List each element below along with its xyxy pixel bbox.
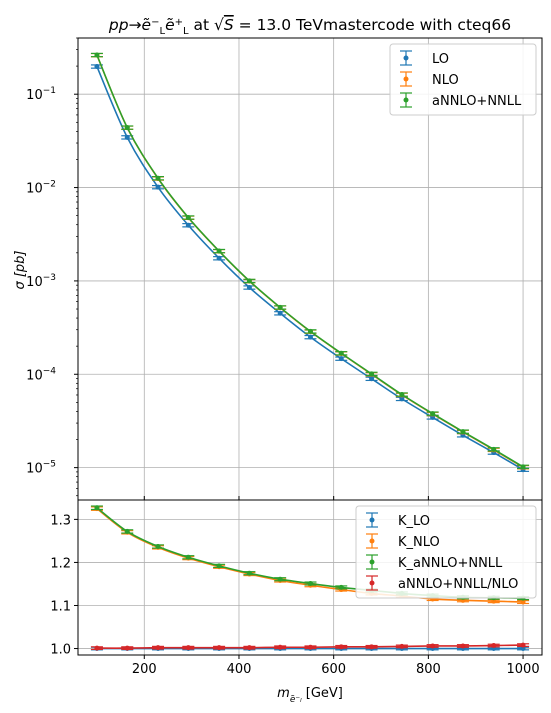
data-point <box>125 125 130 130</box>
x-tick-label: 800 <box>416 662 441 677</box>
data-point <box>125 646 130 651</box>
series-line <box>97 55 523 467</box>
x-tick-label: 1000 <box>507 662 540 677</box>
series-line <box>97 55 523 467</box>
series-LO <box>91 64 529 472</box>
legend-marker <box>404 56 409 61</box>
x-tick-label: 200 <box>132 662 157 677</box>
data-point <box>399 644 404 649</box>
data-point <box>94 53 99 58</box>
data-point <box>278 311 283 316</box>
cross-section-panel: 10−5 10−4 10−3 10−2 10−1 σ [pb] LO NLO aNNLO+N… <box>13 38 542 500</box>
data-point <box>94 505 99 510</box>
legend-marker <box>370 581 375 586</box>
data-point <box>308 645 313 650</box>
data-point <box>186 555 191 560</box>
data-point <box>308 335 313 340</box>
data-point <box>460 643 465 648</box>
data-point <box>491 447 496 452</box>
data-point <box>278 645 283 650</box>
data-point <box>186 645 191 650</box>
x-tick-label: 600 <box>321 662 346 677</box>
legend-label: NLO <box>432 73 459 88</box>
data-point <box>521 643 526 648</box>
data-point <box>278 305 283 310</box>
y-tick-label: 10−5 <box>26 460 56 477</box>
data-point <box>521 464 526 469</box>
legend-label: aNNLO+NNLL/NLO <box>398 577 518 592</box>
data-point <box>247 571 252 576</box>
bottom-legend: K_LO K_NLO K_aNNLO+NNLL aNNLO+NNLL/NLO <box>356 506 536 598</box>
top-legend: LO NLO aNNLO+NNLL <box>390 44 536 115</box>
top-yticks: 10−5 10−4 10−3 10−2 10−1 <box>26 38 78 496</box>
data-point <box>308 329 313 334</box>
data-point <box>430 643 435 648</box>
data-point <box>156 544 161 549</box>
legend-label: K_aNNLO+NNLL <box>398 556 503 571</box>
data-point <box>369 376 374 381</box>
data-point <box>156 176 161 181</box>
ratio-y-tick-label: 1.3 <box>50 513 71 528</box>
ratio-y-tick-label: 1.1 <box>50 599 71 614</box>
data-point <box>339 644 344 649</box>
data-point <box>217 256 222 261</box>
data-point <box>430 411 435 416</box>
k-factor-panel: 1.0 1.1 1.2 1.3 200 400 600 800 1000 mẽ⁻ₗ [GeV]… <box>50 496 542 705</box>
legend-marker <box>370 518 375 523</box>
legend-marker <box>404 98 409 103</box>
data-point <box>217 249 222 254</box>
legend-label: K_LO <box>398 514 430 529</box>
legend-marker <box>370 539 375 544</box>
legend-label: K_NLO <box>398 535 440 550</box>
data-point <box>156 645 161 650</box>
data-point <box>460 429 465 434</box>
y-tick-label: 10−3 <box>26 273 56 290</box>
data-point <box>278 577 283 582</box>
data-point <box>217 563 222 568</box>
data-point <box>186 223 191 228</box>
data-point <box>491 643 496 648</box>
data-point <box>369 644 374 649</box>
legend-label: LO <box>432 52 449 67</box>
y-tick-label: 10−2 <box>26 180 56 197</box>
data-point <box>156 185 161 190</box>
data-point <box>247 278 252 283</box>
legend-label: aNNLO+NNLL <box>432 94 522 109</box>
series-line <box>97 67 523 470</box>
data-point <box>125 135 130 140</box>
data-point <box>399 392 404 397</box>
x-axis-label: mẽ⁻ₗ [GeV] <box>277 686 343 705</box>
ratio-y-tick-label: 1.2 <box>50 556 71 571</box>
data-point <box>125 529 130 534</box>
data-point <box>186 215 191 220</box>
chart-title: pp→ẽ−Lẽ+L at √S = 13.0 TeVmastercode wit… <box>108 16 511 37</box>
data-point <box>308 581 313 586</box>
ratio-y-tick-label: 1.0 <box>50 643 71 658</box>
bottom-yticks: 1.0 1.1 1.2 1.3 <box>50 513 78 657</box>
y-tick-label: 10−1 <box>26 86 56 103</box>
data-point <box>247 285 252 290</box>
data-point <box>217 645 222 650</box>
legend-marker <box>370 560 375 565</box>
data-point <box>339 585 344 590</box>
data-point <box>369 371 374 376</box>
data-point <box>94 646 99 651</box>
y-tick-label: 10−4 <box>26 366 56 383</box>
data-point <box>94 64 99 69</box>
data-point <box>339 356 344 361</box>
x-tick-label: 400 <box>227 662 252 677</box>
data-point <box>247 645 252 650</box>
data-point <box>339 351 344 356</box>
legend-marker <box>404 77 409 82</box>
y-axis-label: σ [pb] <box>13 250 28 289</box>
